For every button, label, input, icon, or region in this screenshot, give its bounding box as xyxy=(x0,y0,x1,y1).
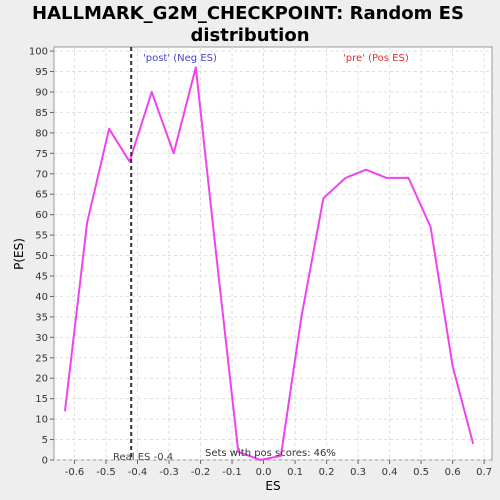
y-tick-label: 95 xyxy=(35,67,48,78)
y-tick-label: 60 xyxy=(35,210,48,221)
series-point xyxy=(173,152,175,154)
series-point xyxy=(322,197,325,199)
y-tick-label: 90 xyxy=(35,87,48,98)
real-es-label: Real ES -0.4 xyxy=(113,452,173,463)
x-tick-label: 0.2 xyxy=(319,467,335,478)
y-tick-label: 10 xyxy=(35,415,48,426)
y-tick-label: 75 xyxy=(35,149,48,160)
series-point xyxy=(344,177,347,179)
x-tick-label: -0.1 xyxy=(222,467,242,478)
y-tick-label: 80 xyxy=(35,128,48,139)
x-axis-ticks: -0.6 -0.5 -0.4 -0.3 -0.2 -0.1 0.0 0.1 0.2 0.3 0.4 0… xyxy=(65,460,492,478)
x-tick-label: 0.3 xyxy=(350,467,366,478)
series-point xyxy=(407,177,410,179)
x-tick-label: -0.6 xyxy=(65,467,85,478)
series-point xyxy=(86,222,88,224)
y-tick-label: 70 xyxy=(35,169,48,180)
series-point xyxy=(429,226,432,228)
x-tick-label: 0.0 xyxy=(256,467,272,478)
x-tick-label: -0.3 xyxy=(159,467,179,478)
plot-area xyxy=(53,46,493,461)
grid-lines xyxy=(54,47,492,461)
series-line xyxy=(64,66,475,461)
y-tick-label: 65 xyxy=(35,190,48,201)
series-layer xyxy=(64,66,475,461)
series-point xyxy=(195,66,197,69)
y-tick-label: 0 xyxy=(42,456,48,467)
y-tick-label: 35 xyxy=(35,312,48,323)
series-point xyxy=(385,177,388,179)
y-tick-label: 50 xyxy=(35,251,48,262)
y-tick-label: 85 xyxy=(35,108,48,119)
y-tick-label: 40 xyxy=(35,292,48,303)
series-point xyxy=(64,410,66,412)
y-tick-label: 100 xyxy=(29,47,48,58)
y-tick-label: 55 xyxy=(35,231,48,242)
y-axis-label: P(ES) xyxy=(12,238,26,270)
pre-pos-es-label: 'pre' (Pos ES) xyxy=(343,53,409,64)
x-tick-label: 0.7 xyxy=(476,467,492,478)
series-point xyxy=(452,365,454,367)
post-neg-es-label: 'post' (Neg ES) xyxy=(143,53,217,64)
x-tick-label: 0.6 xyxy=(445,467,461,478)
series-point xyxy=(129,160,131,163)
y-tick-label: 20 xyxy=(35,374,48,385)
series-point xyxy=(472,443,474,445)
x-tick-label: 0.5 xyxy=(413,467,429,478)
series-point xyxy=(280,455,282,457)
series-point xyxy=(259,459,261,461)
y-axis-ticks: 0 5 10 15 20 25 30 35 40 45 50 55 60 65 70 75 80 85 90 95 10… xyxy=(29,47,54,467)
x-tick-label: -0.5 xyxy=(96,467,116,478)
y-tick-label: 25 xyxy=(35,353,48,364)
y-tick-label: 15 xyxy=(35,394,48,405)
series-point xyxy=(365,169,367,171)
x-tick-label: 0.1 xyxy=(287,467,303,478)
x-tick-label: 0.4 xyxy=(382,467,398,478)
chart-title-line2: distribution xyxy=(190,25,309,46)
x-axis-label: ES xyxy=(265,479,280,493)
series-point xyxy=(215,254,217,257)
series-point xyxy=(237,451,239,453)
y-tick-label: 5 xyxy=(42,435,48,446)
y-tick-label: 45 xyxy=(35,271,48,282)
series-point xyxy=(300,316,302,318)
series-point xyxy=(108,128,110,130)
y-tick-label: 30 xyxy=(35,333,48,344)
sets-pos-scores-label: Sets with pos scores: 46% xyxy=(205,448,336,459)
x-tick-label: -0.2 xyxy=(191,467,211,478)
chart-title-line1: HALLMARK_G2M_CHECKPOINT: Random ES xyxy=(32,3,464,24)
x-tick-label: -0.4 xyxy=(128,467,148,478)
series-point xyxy=(151,91,153,93)
